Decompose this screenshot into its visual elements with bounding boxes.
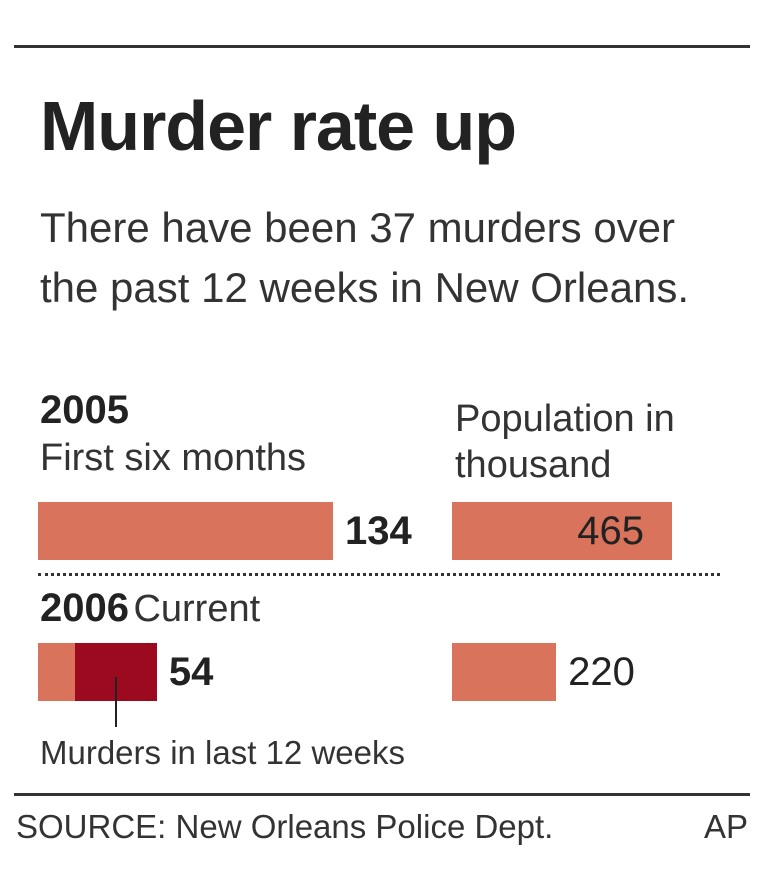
category-note: First six months — [40, 437, 307, 479]
category-label: 2005 — [40, 388, 129, 432]
series-header: Population in thousand — [455, 398, 675, 486]
top-rule — [14, 45, 750, 48]
value-label: 465 — [577, 509, 644, 553]
highlight-label: Murders in last 12 weeks — [40, 734, 405, 771]
row-header: 2006 Current — [40, 586, 260, 631]
row-header: 2005 First six months — [40, 388, 306, 480]
chart-subtitle: There have been 37 murders over the past… — [40, 204, 689, 311]
credit: AP — [703, 808, 748, 845]
category-label: 2006 — [40, 586, 129, 630]
value-label: 220 — [568, 650, 635, 694]
leader-line — [115, 677, 118, 727]
bar — [452, 643, 557, 701]
bottom-rule — [14, 793, 750, 796]
bar — [452, 502, 672, 560]
category-note: Current — [133, 588, 261, 630]
value-label: 54 — [168, 650, 214, 694]
chart-title: Murder rate up — [40, 87, 517, 165]
divider — [38, 573, 720, 576]
bar — [38, 502, 333, 560]
value-label: 134 — [345, 509, 412, 553]
source: SOURCE: New Orleans Police Dept. — [16, 808, 554, 845]
